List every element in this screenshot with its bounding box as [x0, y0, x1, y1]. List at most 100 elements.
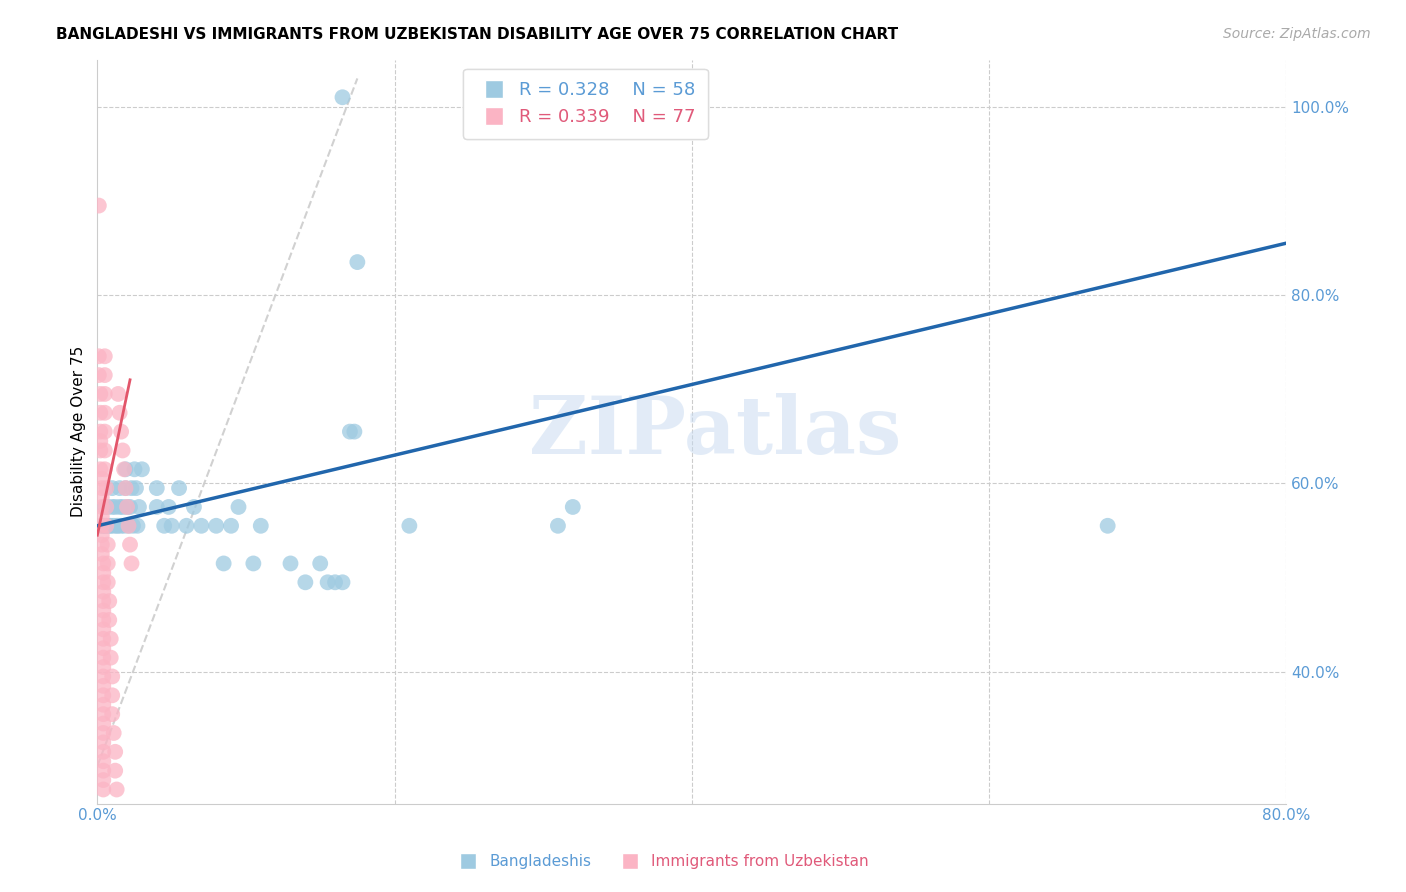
Point	[98, 518, 121, 533]
Text: Source: ZipAtlas.com: Source: ZipAtlas.com	[1223, 27, 1371, 41]
Point	[108, 481, 131, 495]
Point	[128, 500, 150, 514]
Point	[97, 500, 120, 514]
Point	[146, 500, 169, 514]
Point	[219, 518, 242, 533]
Point	[90, 538, 112, 552]
Point	[157, 500, 180, 514]
Point	[190, 518, 212, 533]
Point	[91, 782, 114, 797]
Point	[124, 462, 146, 476]
Point	[146, 481, 169, 495]
Point	[121, 481, 143, 495]
Point	[103, 726, 125, 740]
Point	[104, 745, 127, 759]
Point	[100, 650, 122, 665]
Point	[90, 481, 112, 495]
Point	[91, 584, 114, 599]
Point	[114, 481, 136, 495]
Point	[167, 481, 190, 495]
Point	[91, 623, 114, 637]
Point	[97, 538, 120, 552]
Text: ZIPatlas: ZIPatlas	[529, 392, 901, 471]
Point	[94, 462, 117, 476]
Point	[91, 745, 114, 759]
Point	[118, 538, 141, 552]
Point	[91, 688, 114, 702]
Point	[94, 500, 117, 514]
Point	[108, 406, 131, 420]
Point	[90, 491, 112, 505]
Point	[91, 698, 114, 712]
Point	[96, 518, 118, 533]
Point	[91, 726, 114, 740]
Point	[101, 669, 124, 683]
Point	[117, 518, 139, 533]
Point	[90, 518, 112, 533]
Point	[294, 575, 316, 590]
Point	[91, 660, 114, 674]
Point	[94, 518, 117, 533]
Text: BANGLADESHI VS IMMIGRANTS FROM UZBEKISTAN DISABILITY AGE OVER 75 CORRELATION CHA: BANGLADESHI VS IMMIGRANTS FROM UZBEKISTA…	[56, 27, 898, 42]
Point	[89, 443, 111, 458]
Point	[91, 669, 114, 683]
Legend: R = 0.328    N = 58, R = 0.339    N = 77: R = 0.328 N = 58, R = 0.339 N = 77	[463, 69, 709, 139]
Point	[176, 518, 198, 533]
Point	[89, 425, 111, 439]
Point	[91, 754, 114, 768]
Point	[1097, 518, 1119, 533]
Point	[114, 481, 136, 495]
Point	[94, 443, 117, 458]
Point	[205, 518, 228, 533]
Point	[94, 368, 117, 383]
Point	[94, 425, 117, 439]
Point	[115, 500, 138, 514]
Point	[280, 557, 302, 571]
Point	[96, 518, 118, 533]
Point	[100, 518, 122, 533]
Point	[309, 557, 332, 571]
Point	[94, 387, 117, 401]
Point	[332, 575, 354, 590]
Point	[110, 518, 132, 533]
Point	[125, 481, 148, 495]
Point	[105, 782, 128, 797]
Point	[153, 518, 176, 533]
Point	[323, 575, 346, 590]
Point	[121, 557, 143, 571]
Point	[561, 500, 583, 514]
Point	[547, 518, 569, 533]
Point	[249, 518, 271, 533]
Point	[87, 368, 110, 383]
Point	[107, 518, 129, 533]
Point	[332, 90, 354, 104]
Point	[242, 557, 264, 571]
Point	[111, 500, 134, 514]
Point	[100, 632, 122, 646]
Point	[91, 650, 114, 665]
Point	[115, 500, 138, 514]
Y-axis label: Disability Age Over 75: Disability Age Over 75	[72, 346, 86, 517]
Point	[87, 198, 110, 212]
Point	[547, 90, 569, 104]
Point	[398, 518, 420, 533]
Point	[90, 547, 112, 561]
Point	[114, 462, 136, 476]
Point	[96, 500, 118, 514]
Point	[94, 349, 117, 363]
Point	[228, 500, 250, 514]
Point	[91, 632, 114, 646]
Point	[89, 462, 111, 476]
Point	[89, 434, 111, 448]
Point	[91, 613, 114, 627]
Point	[91, 603, 114, 617]
Point	[101, 500, 124, 514]
Point	[91, 557, 114, 571]
Point	[90, 518, 112, 533]
Point	[91, 707, 114, 722]
Point	[107, 387, 129, 401]
Point	[91, 641, 114, 656]
Point	[112, 518, 135, 533]
Point	[131, 462, 153, 476]
Point	[91, 594, 114, 608]
